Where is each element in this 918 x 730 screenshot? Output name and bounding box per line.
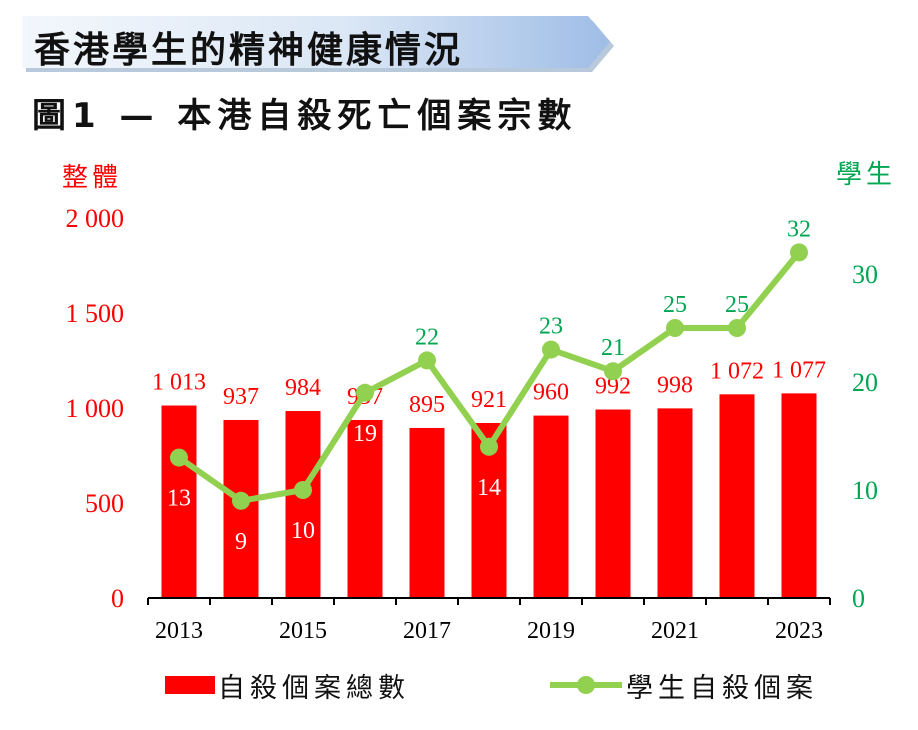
bar-value-label: 1 072	[710, 358, 764, 384]
bar	[719, 394, 755, 598]
student-point-label: 22	[415, 324, 439, 350]
student-point-label: 14	[477, 475, 501, 501]
bar-value-label: 921	[471, 387, 507, 413]
legend-line-label: 學生自殺個案	[626, 673, 818, 704]
bar-value-label: 960	[533, 380, 569, 406]
student-point	[170, 448, 188, 467]
x-axis-tick-label: 2021	[651, 618, 699, 644]
student-point	[790, 243, 808, 262]
x-axis-tick-label: 2019	[527, 618, 575, 644]
legend-bar-label: 自殺個案總數	[218, 673, 410, 704]
bar-value-label: 895	[409, 392, 445, 418]
left-axis-title: 整體	[62, 163, 122, 193]
bar	[533, 415, 569, 598]
legend: 自殺個案總數 學生自殺個案	[0, 658, 918, 708]
student-point	[604, 362, 622, 381]
student-point-label: 32	[787, 216, 811, 242]
bar-value-label: 1 013	[152, 370, 206, 396]
student-point	[542, 340, 560, 359]
student-point	[356, 383, 374, 402]
banner-title: 香港學生的精神健康情況	[34, 30, 464, 71]
left-axis-tick-label: 1 500	[66, 299, 125, 328]
left-axis-tick-label: 2 000	[66, 204, 125, 233]
right-axis-title: 學生	[836, 160, 896, 190]
bar	[347, 419, 383, 598]
student-point	[232, 491, 250, 510]
bar-value-label: 1 077	[772, 357, 826, 383]
student-point	[480, 437, 498, 456]
right-axis-tick-label: 0	[852, 584, 865, 613]
left-axis-tick-label: 0	[111, 584, 124, 613]
student-point-label: 13	[167, 486, 191, 512]
student-point	[418, 351, 436, 370]
bar-value-label: 998	[657, 372, 693, 398]
title-banner: 香港學生的精神健康情況	[22, 16, 618, 74]
x-axis-tick-label: 2013	[155, 618, 203, 644]
student-point-label: 21	[601, 335, 625, 361]
right-axis-tick-label: 20	[852, 368, 878, 397]
bar	[657, 408, 693, 598]
right-axis-tick-label: 30	[852, 260, 878, 289]
student-point-label: 10	[291, 518, 315, 544]
left-axis-tick-label: 500	[85, 489, 124, 518]
bar	[285, 411, 321, 598]
student-point	[728, 319, 746, 337]
figure-title: 圖1 — 本港自殺死亡個案宗數	[32, 96, 578, 136]
student-point-label: 9	[235, 529, 247, 555]
right-axis-tick-label: 10	[852, 476, 878, 505]
bar	[409, 427, 445, 598]
banner-arrow-shape	[22, 16, 614, 72]
bar-value-label: 984	[285, 375, 321, 401]
student-point	[666, 319, 684, 337]
left-axis-tick-label: 1 000	[66, 394, 125, 423]
bar	[781, 393, 817, 598]
student-point-label: 23	[539, 314, 563, 340]
bar-value-label: 937	[223, 384, 259, 410]
legend-bar-swatch	[165, 676, 215, 694]
x-axis-tick-label: 2017	[403, 618, 451, 644]
student-point-label: 25	[663, 292, 687, 318]
student-point	[294, 481, 312, 499]
x-axis-tick-label: 2023	[775, 618, 823, 644]
student-point-label: 19	[353, 421, 377, 447]
x-axis-tick-label: 2015	[279, 618, 327, 644]
bar	[595, 409, 631, 598]
bar	[161, 405, 197, 598]
legend-line-swatch	[550, 676, 622, 694]
student-point-label: 25	[725, 292, 749, 318]
